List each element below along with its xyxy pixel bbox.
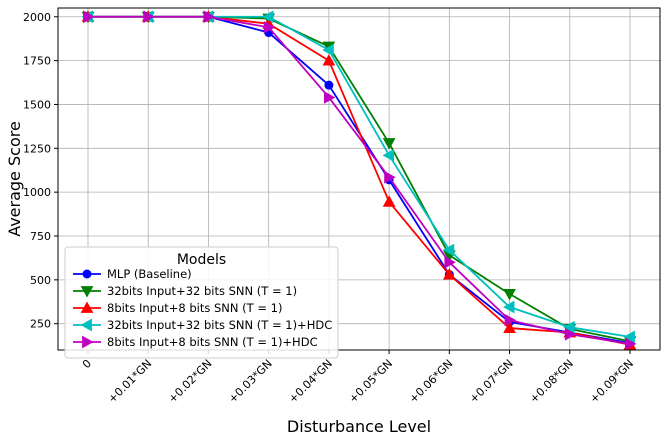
legend-marker: [82, 269, 92, 279]
y-tick-label: 2000: [23, 11, 51, 24]
legend-marker: [82, 335, 94, 349]
data-point: [262, 10, 274, 24]
y-axis-label: Average Score: [5, 121, 24, 237]
y-tick-label: 1250: [23, 142, 51, 155]
series-layer: [81, 10, 637, 351]
legend-marker: [80, 301, 94, 313]
x-axis-label: Disturbance Level: [287, 417, 431, 436]
y-tick-label: 1750: [23, 55, 51, 68]
series-5: [83, 10, 637, 351]
legend-marker: [80, 286, 94, 298]
data-point: [322, 54, 336, 66]
data-point: [564, 327, 577, 341]
data-point: [504, 313, 517, 327]
data-point: [382, 148, 395, 162]
data-point: [384, 170, 396, 184]
legend-label: 8bits Input+8 bits SNN (T = 1): [107, 301, 282, 315]
data-point: [324, 80, 334, 90]
legend-label: 8bits Input+8 bits SNN (T = 1)+HDC: [107, 335, 318, 349]
legend-label: 32bits Input+32 bits SNN (T = 1)+HDC: [107, 318, 332, 332]
data-point: [503, 321, 516, 333]
data-point: [442, 243, 455, 257]
data-point: [323, 91, 336, 104]
legend-title: Models: [177, 252, 226, 268]
data-point: [444, 255, 456, 269]
series-line: [88, 15, 631, 345]
legend-item: 8bits Input+8 bits SNN (T = 1)+HDC: [73, 335, 318, 349]
y-tick-label: 750: [30, 230, 51, 243]
legend-label: MLP (Baseline): [107, 267, 192, 281]
data-point: [203, 10, 215, 24]
data-point: [382, 138, 396, 150]
data-point: [382, 195, 396, 207]
legend-item: 32bits Input+32 bits SNN (T = 1): [73, 284, 297, 298]
data-point: [623, 330, 635, 344]
legend-item: MLP (Baseline): [73, 267, 192, 281]
legend-box: [64, 246, 339, 359]
plot-frame: [57, 7, 661, 351]
legend-item: 32bits Input+32 bits SNN (T = 1)+HDC: [73, 318, 332, 332]
data-point: [322, 43, 334, 57]
data-point: [263, 20, 276, 34]
y-tick-label: 500: [30, 274, 51, 287]
legend-item: 8bits Input+8 bits SNN (T = 1): [73, 301, 282, 315]
data-point: [503, 300, 515, 314]
legend-marker: [80, 318, 92, 332]
data-point: [563, 320, 575, 334]
data-point: [143, 10, 155, 24]
data-point: [503, 288, 516, 301]
y-tick-label: 250: [30, 318, 51, 331]
y-tick-label: 1000: [23, 186, 51, 199]
y-tick-label: 1500: [23, 98, 51, 111]
legend-label: 32bits Input+32 bits SNN (T = 1): [107, 284, 297, 298]
data-point: [83, 10, 95, 24]
data-point: [442, 268, 456, 280]
data-point: [625, 337, 637, 351]
